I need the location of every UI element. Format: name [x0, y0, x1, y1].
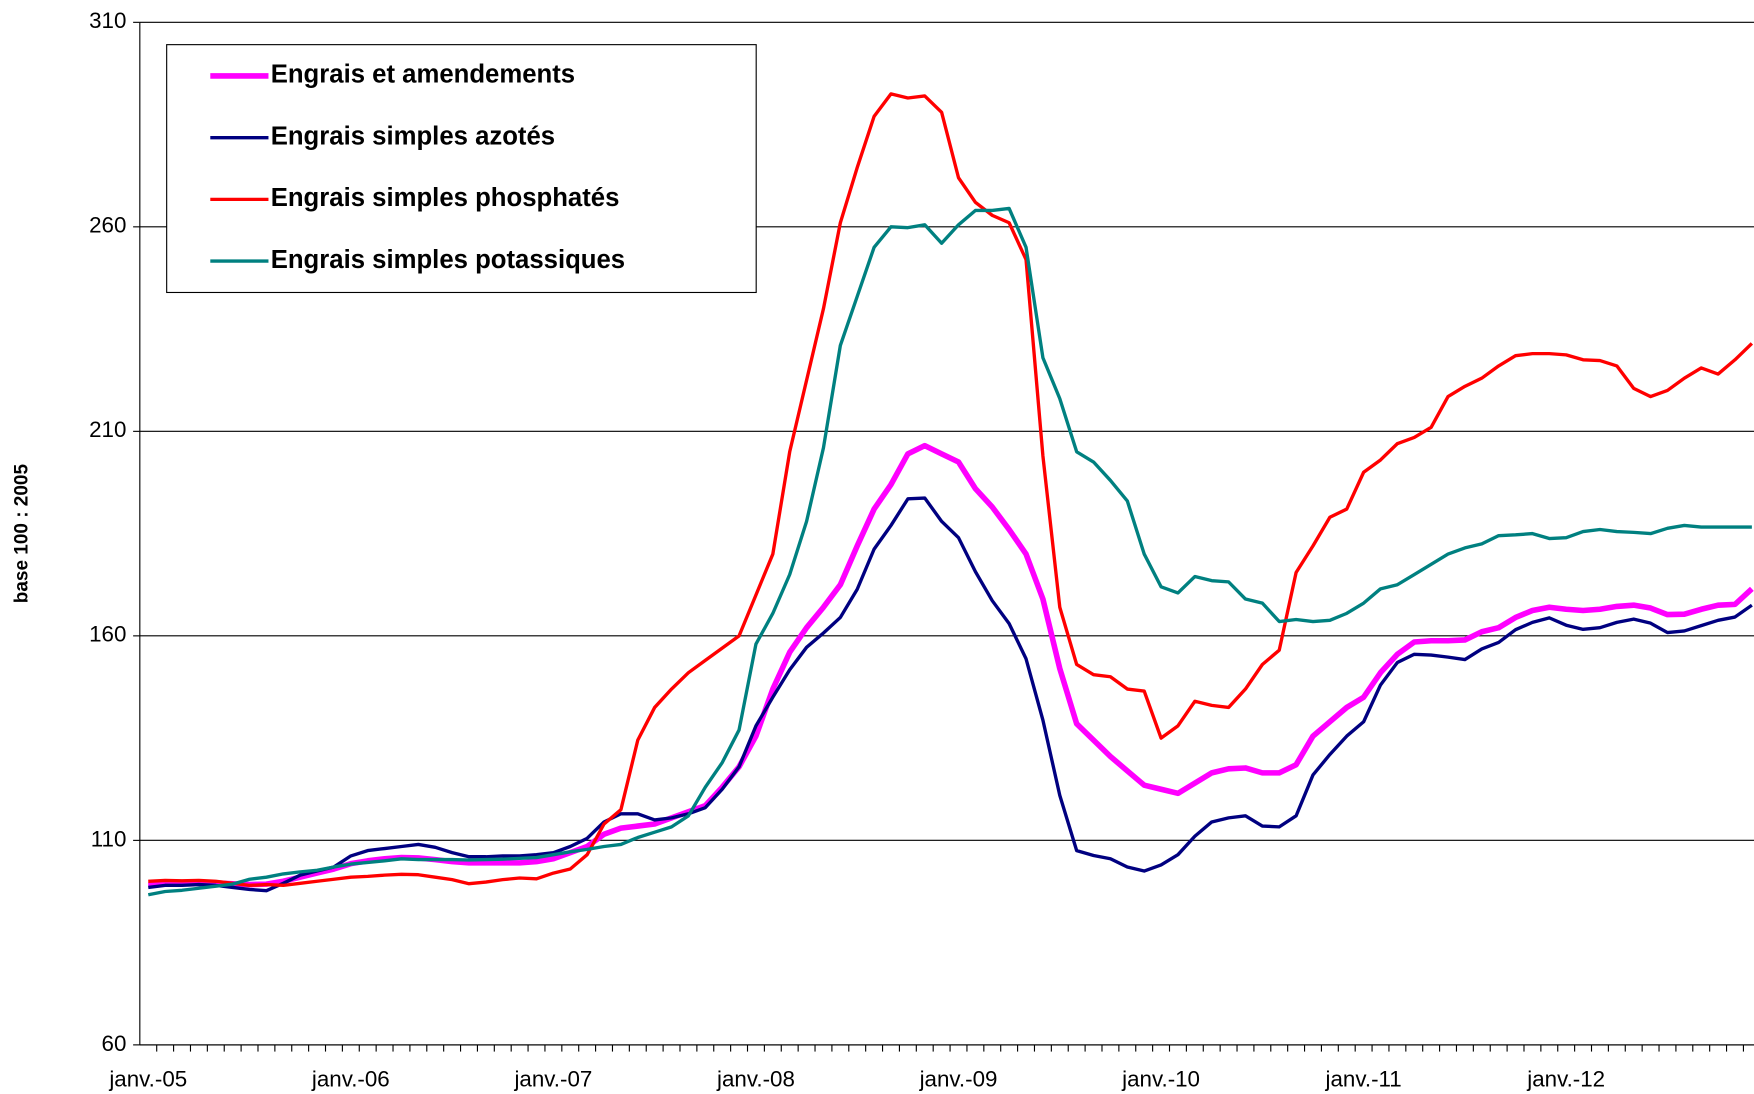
series-line [147, 206, 1752, 897]
y-tick-label: 210 [89, 417, 126, 442]
y-tick-label: 310 [89, 8, 126, 33]
x-tick-label: janv.-08 [716, 1067, 795, 1092]
x-tick-label: janv.-10 [1121, 1067, 1200, 1092]
y-axis-title: base 100 : 2005 [11, 464, 32, 604]
x-tick-label: janv.-06 [311, 1067, 390, 1092]
y-tick-label: 110 [91, 826, 127, 851]
x-tick-label: janv.-07 [513, 1067, 592, 1092]
legend-label: Engrais simples potassiques [271, 246, 625, 274]
legend-label: Engrais simples azotés [271, 122, 555, 150]
y-tick-label: 260 [89, 213, 126, 238]
y-tick-label: 60 [102, 1031, 127, 1056]
x-tick-label: janv.-05 [108, 1067, 187, 1092]
legend-label: Engrais simples phosphatés [271, 184, 620, 212]
series-line [148, 496, 1753, 893]
y-tick-label: 160 [89, 622, 126, 647]
legend-label: Engrais et amendements [271, 61, 575, 89]
series-line [148, 92, 1754, 888]
x-tick-label: janv.-09 [919, 1067, 998, 1092]
series-line [148, 442, 1754, 889]
legend-box [166, 44, 757, 294]
x-tick-label: janv.-12 [1526, 1067, 1605, 1092]
x-tick-label: janv.-11 [1325, 1067, 1402, 1092]
